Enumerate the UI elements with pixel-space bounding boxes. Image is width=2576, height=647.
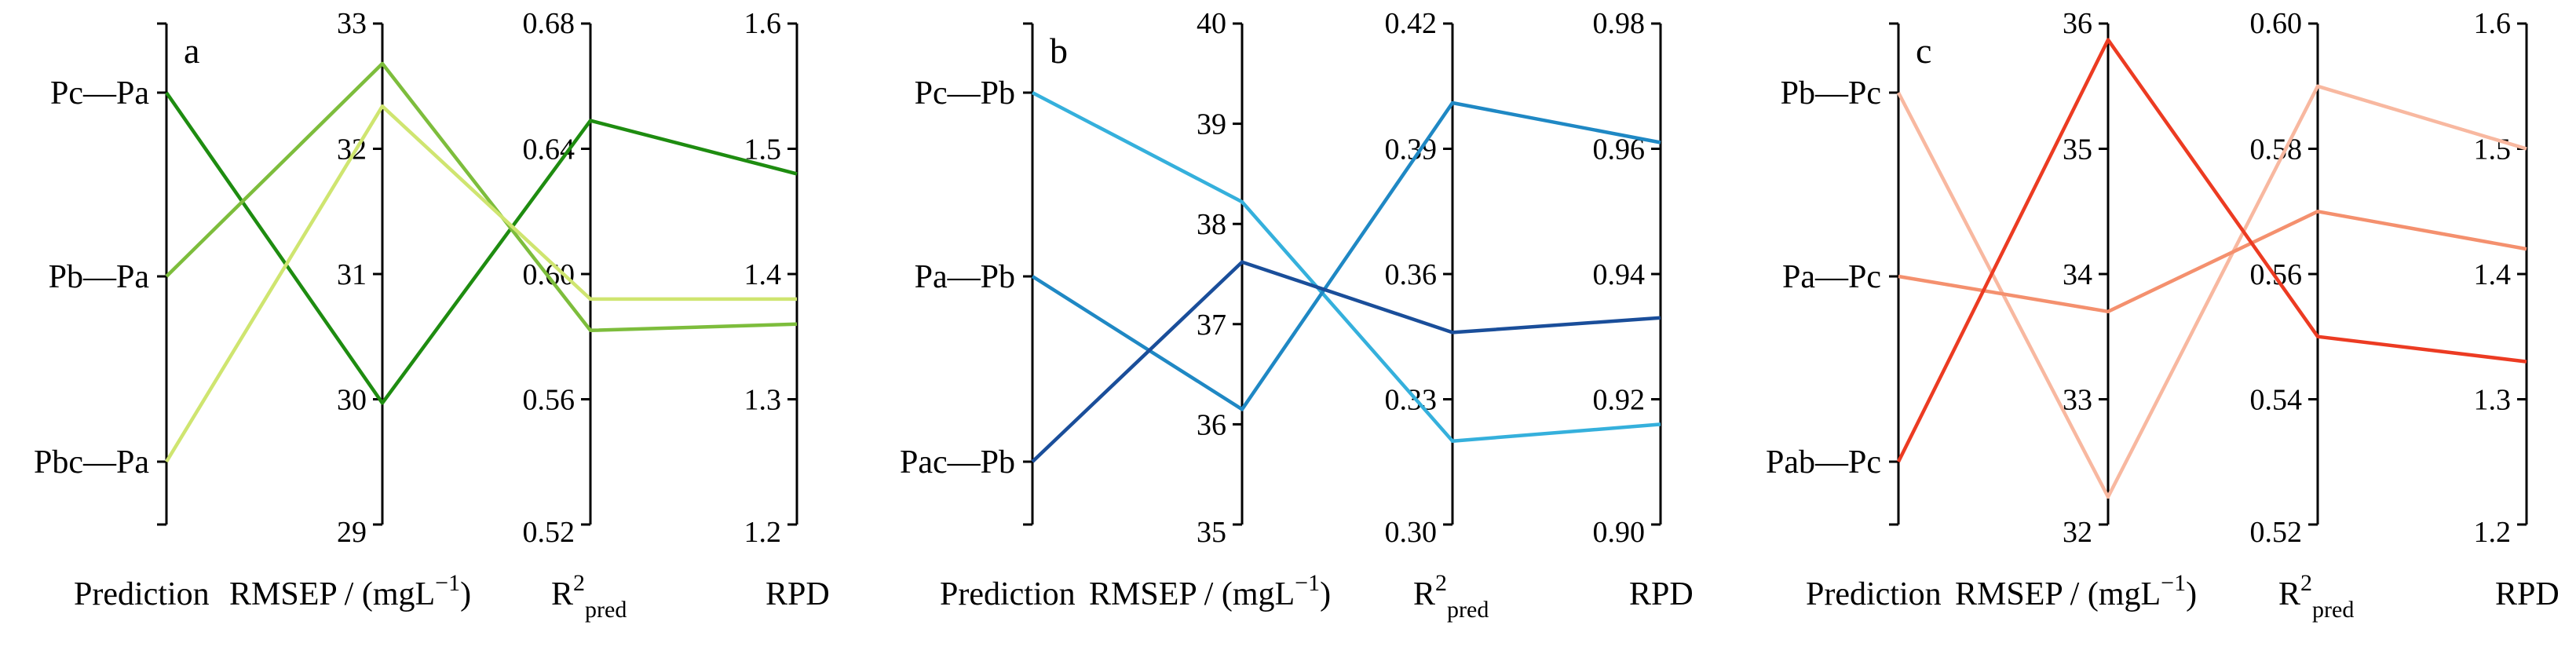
series-line-Pbc—Pa (165, 104, 797, 463)
tick-label: 0.42 (1385, 7, 1438, 40)
tick-label: 1.2 (744, 516, 782, 549)
tick-label: 1.4 (2474, 258, 2512, 291)
tick-label: 38 (1197, 208, 1226, 241)
tick-label: 36 (1197, 408, 1226, 441)
panel-letter: c (1916, 31, 1931, 71)
tick-label: 1.3 (2474, 384, 2512, 417)
axis-title-r2pred: R2pred (2278, 570, 2354, 623)
tick-label: 0.98 (1593, 7, 1646, 40)
category-label: Pa—Pc (1782, 259, 1881, 295)
tick-label: 35 (1197, 516, 1226, 549)
category-label: Pab—Pc (1766, 444, 1881, 481)
tick-label: 0.36 (1385, 258, 1438, 291)
tick-label: 0.58 (2250, 133, 2303, 166)
axis-title-r2pred: R2pred (551, 570, 627, 623)
axis-title-rpd: RPD (2495, 576, 2560, 612)
tick-label: 33 (2063, 384, 2092, 417)
tick-label: 0.92 (1593, 384, 1646, 417)
series-line-Pac—Pb (1031, 260, 1661, 463)
panel-letter: a (184, 31, 199, 71)
category-label: Pb—Pc (1781, 75, 1881, 111)
axis-title-prediction: Prediction (940, 576, 1076, 612)
category-label: Pbc—Pa (34, 444, 149, 481)
tick-label: 33 (337, 7, 367, 40)
category-label: Pac—Pb (900, 444, 1015, 481)
axis-title-r2pred: R2pred (1413, 570, 1489, 623)
axis-title-rpd: RPD (765, 576, 830, 612)
tick-label: 1.4 (744, 258, 782, 291)
tick-label: 0.90 (1593, 516, 1646, 549)
tick-label: 36 (2063, 7, 2092, 40)
tick-label: 40 (1197, 7, 1226, 40)
axis-title-rpd: RPD (1629, 576, 1694, 612)
tick-label: 30 (337, 384, 367, 417)
series-line-Pc—Pa (165, 91, 798, 405)
axis-title-rmsep: RMSEP / (mgL−1) (1089, 570, 1331, 612)
tick-label: 0.64 (523, 133, 575, 166)
axis-title-rmsep: RMSEP / (mgL−1) (229, 570, 471, 612)
panel-c: cPb—PcPa—PcPab—Pc32333435360.520.540.560… (1766, 7, 2560, 623)
tick-label: 0.52 (2250, 516, 2303, 549)
tick-label: 0.52 (523, 516, 575, 549)
panel-letter: b (1050, 31, 1068, 71)
tick-label: 0.54 (2250, 384, 2303, 417)
series-line-Pa—Pc (1898, 210, 2527, 314)
axis-title-prediction: Prediction (74, 576, 210, 612)
tick-label: 1.2 (2474, 516, 2512, 549)
axis-title-prediction: Prediction (1806, 576, 1942, 612)
tick-label: 0.30 (1385, 516, 1438, 549)
tick-label: 37 (1197, 309, 1226, 342)
tick-label: 1.6 (744, 7, 782, 40)
axis-title-rmsep: RMSEP / (mgL−1) (1955, 570, 2197, 612)
tick-label: 0.94 (1593, 258, 1646, 291)
category-label: Pb—Pa (49, 259, 150, 295)
tick-label: 0.68 (523, 7, 575, 40)
tick-label: 31 (337, 258, 367, 291)
tick-label: 0.60 (2250, 7, 2303, 40)
tick-label: 0.33 (1385, 384, 1438, 417)
series-line-Pc—Pb (1031, 91, 1661, 443)
tick-label: 0.56 (523, 384, 575, 417)
tick-label: 29 (337, 516, 367, 549)
tick-label: 1.3 (744, 384, 782, 417)
series-line-Pb—Pa (165, 61, 798, 333)
category-label: Pa—Pb (915, 259, 1015, 295)
category-label: Pc—Pa (50, 75, 149, 111)
category-label: Pc—Pb (915, 75, 1015, 111)
series-line-Pa—Pb (1031, 101, 1661, 411)
series-line-Pab—Pc (1896, 38, 2527, 463)
tick-label: 1.6 (2474, 7, 2512, 40)
panel-a: aPc—PaPb—PaPbc—Pa29303132330.520.560.600… (34, 7, 830, 623)
panel-b: b Pc—Pb Pa—Pb Pac—Pb 35 36 37 38 39 40 0.30 0.33 0.3… (900, 7, 1694, 623)
tick-label: 34 (2063, 258, 2092, 291)
tick-label: 35 (2063, 133, 2092, 166)
tick-label: 39 (1197, 108, 1226, 141)
tick-label: 32 (2063, 516, 2092, 549)
